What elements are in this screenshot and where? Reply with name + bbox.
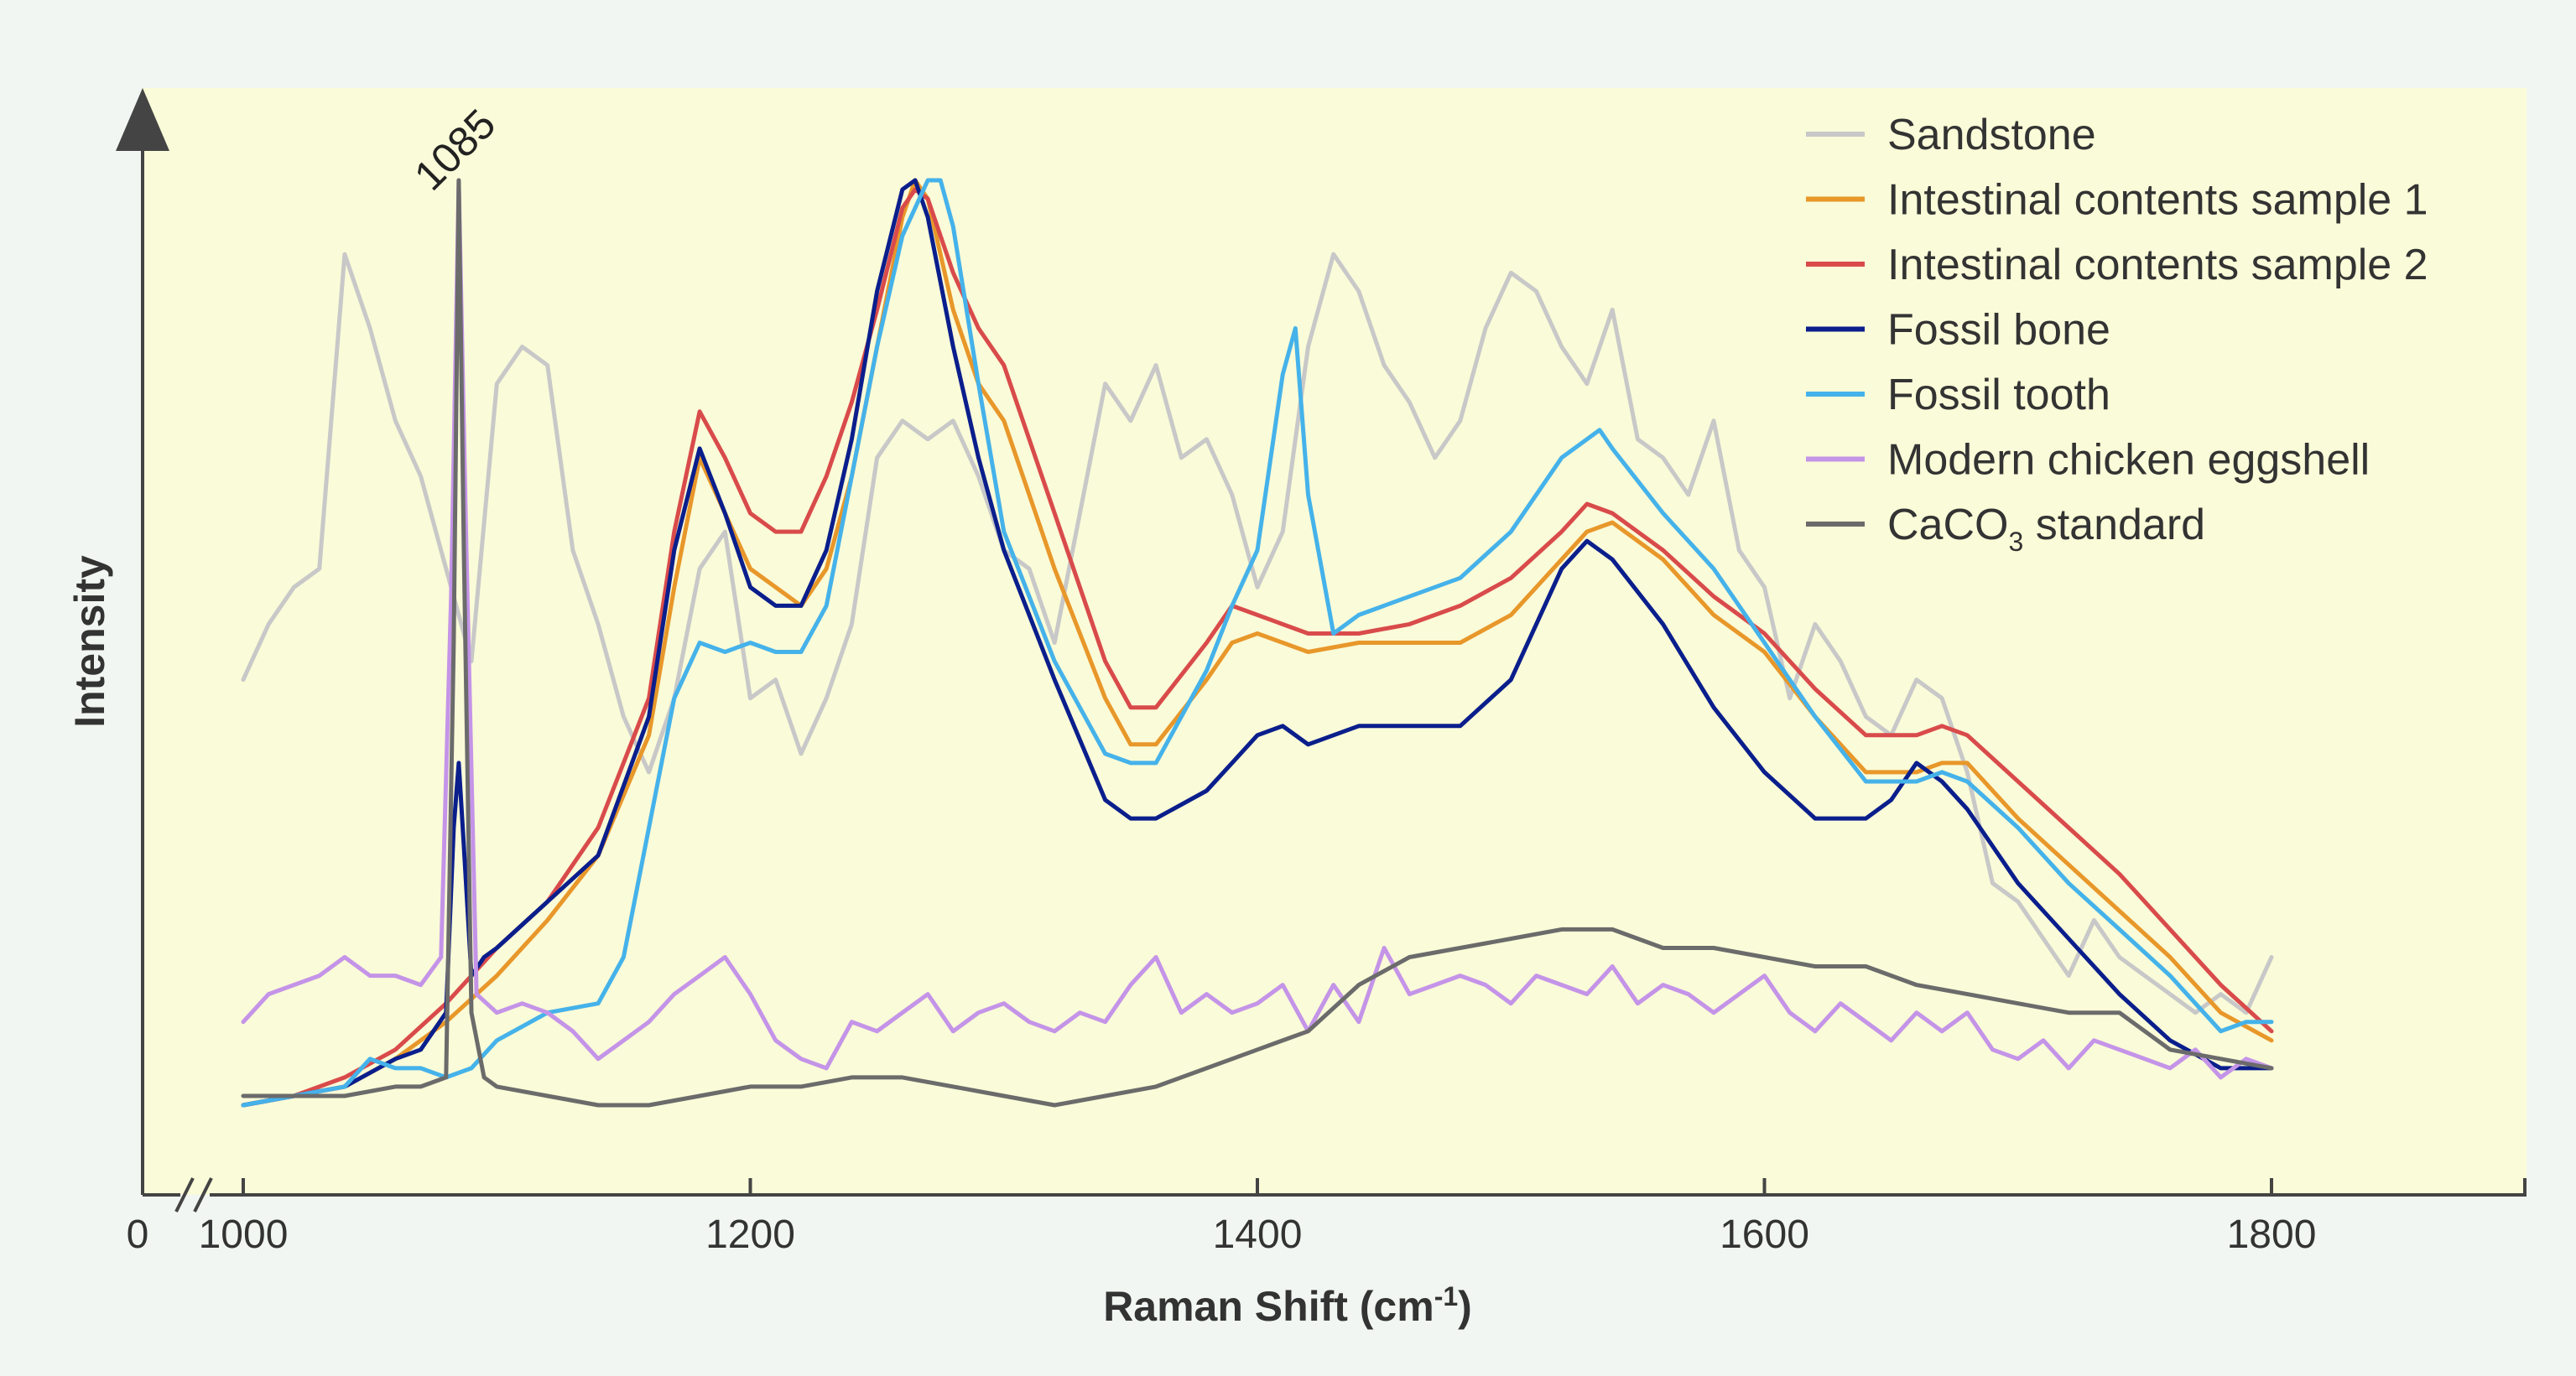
axes [116,88,2527,1212]
series-line-modern-chicken-eggshell [241,178,2274,1080]
legend-label-text: Fossil bone [1887,306,2110,355]
series-line-intestinal-contents-sample-2 [241,187,2274,1108]
x-tick-label: 1400 [1213,1212,1303,1257]
y-axis-arrow [116,88,169,151]
x-tick-label: 1600 [1720,1212,1809,1257]
x-tick-label: 1800 [2227,1212,2317,1257]
series-line-caco3-standard [241,178,2274,1108]
legend-label-text: Modern chicken eggshell [1887,436,2370,485]
x-axis-title-main: Raman Shift (cm [1103,1283,1434,1330]
x-tick-label: 1000 [199,1212,289,1257]
legend-label: Intestinal contents sample 1 [1887,176,2428,225]
legend-label: CaCO3 standard [1887,501,2205,557]
legend-label-text: CaCO [1887,501,2008,549]
series-line-intestinal-contents-sample-1 [241,178,2274,1108]
legend: Sandstone Intestinal contents sample 1 Int… [1806,111,2428,557]
x-zero-label: 0 [127,1212,149,1257]
legend-label: Fossil tooth [1887,371,2110,419]
x-ticks: 1000 1200 1400 1600 1800 [199,1178,2317,1257]
axis-break-mark-2 [193,1177,213,1212]
legend-label-text: Sandstone [1887,111,2096,159]
x-axis-title-close: ) [1458,1283,1472,1330]
legend-label-tail: standard [2023,501,2205,549]
series-line-fossil-tooth [241,178,2274,1108]
x-axis-title: Raman Shift (cm-1) [1103,1281,1472,1330]
legend-label: Fossil bone [1887,306,2110,355]
legend-label: Modern chicken eggshell [1887,436,2370,485]
legend-label-subscript: 3 [2008,527,2023,557]
legend-label-text: Intestinal contents sample 2 [1887,241,2428,289]
legend-label: Intestinal contents sample 2 [1887,241,2428,289]
x-tick-label: 1200 [705,1212,795,1257]
series-line-sandstone [241,252,2274,1015]
legend-label-text: Intestinal contents sample 1 [1887,176,2428,225]
legend-label: Sandstone [1887,111,2096,159]
series-layer [241,178,2274,1108]
legend-label-text: Fossil tooth [1887,371,2110,419]
y-axis-title: Intensity [66,555,113,728]
x-axis-title-sup: -1 [1434,1281,1458,1311]
axis-break-mark-1 [174,1177,195,1212]
series-line-fossil-bone [241,178,2274,1108]
